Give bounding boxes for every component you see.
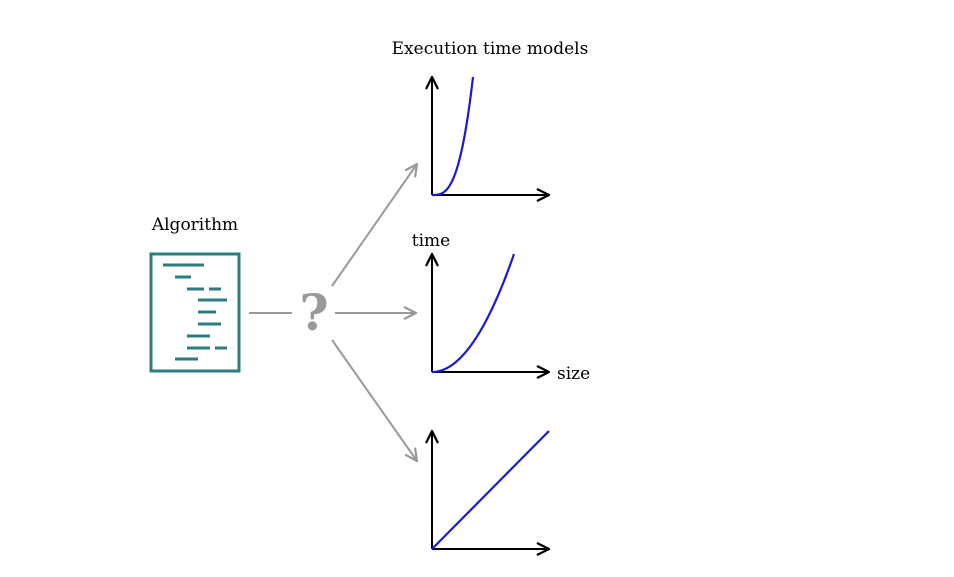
quadratic-model-plot: time size [412,231,590,384]
arrow-to-cubic-model [331,162,419,287]
algorithm-document-icon [149,252,241,373]
diagram-title: Execution time models [392,39,589,59]
model-arrows [331,162,419,463]
question-mark: ? [299,283,328,342]
quadratic-curve [431,253,516,374]
linear-model-plot [425,429,551,556]
x-axis-label: size [557,364,590,384]
y-axis-label: time [412,231,450,251]
cubic-curve [432,76,475,197]
arrow-to-linear-model [331,339,419,463]
linear-curve [431,430,550,550]
algorithm-label: Algorithm [151,215,238,235]
cubic-model-plot [425,75,551,202]
